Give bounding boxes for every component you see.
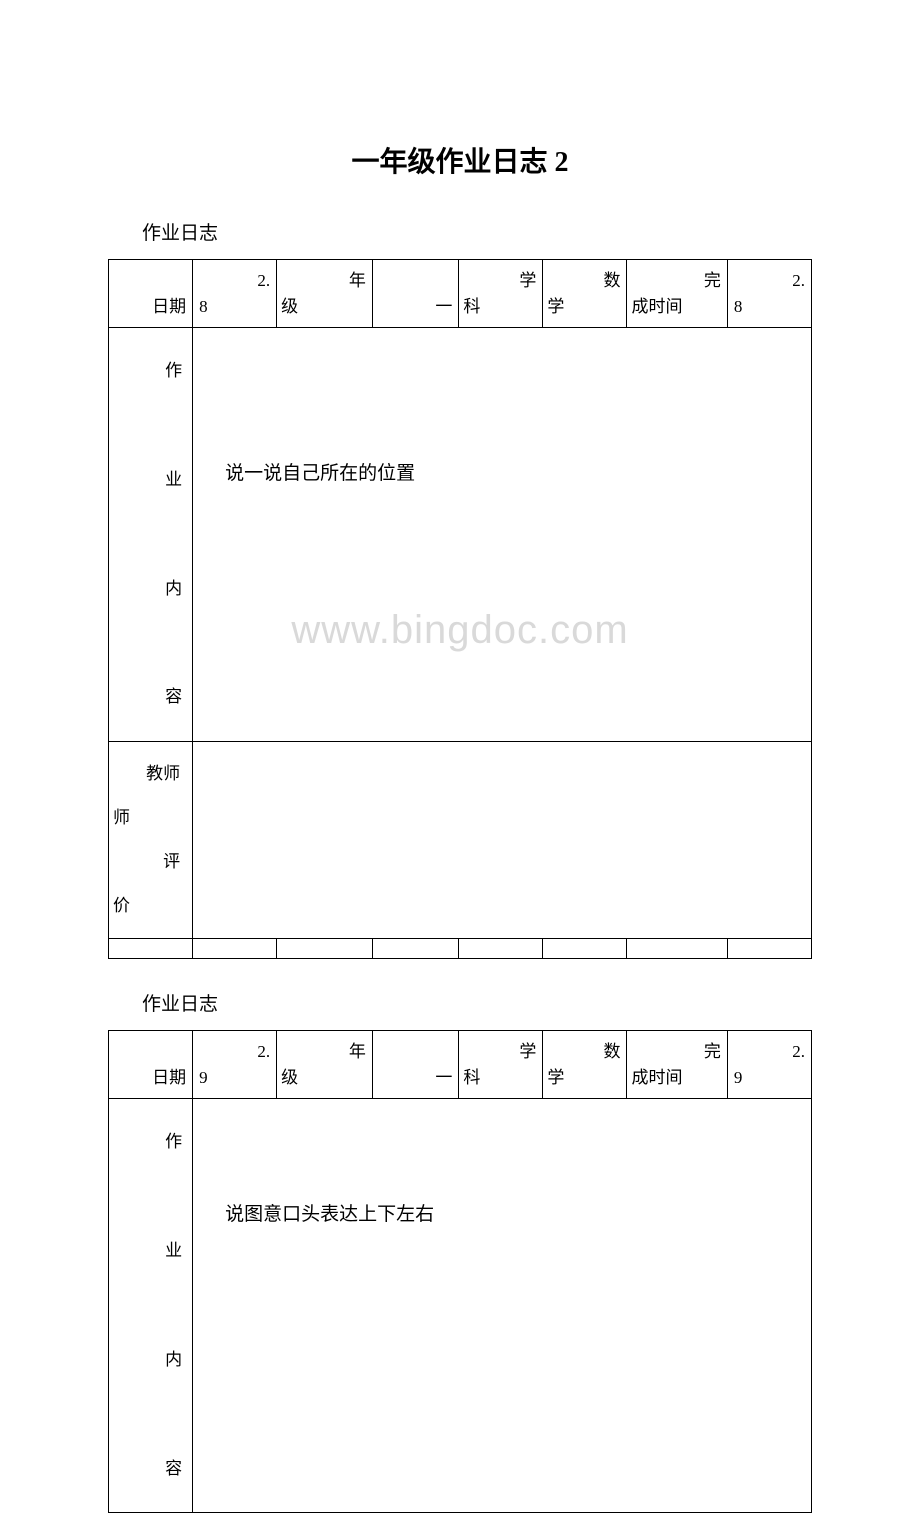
log1-grade-value: 一 xyxy=(372,260,458,328)
log2-date-label: 日期 xyxy=(109,1031,193,1099)
log1-subject-value: 数学 xyxy=(543,260,627,328)
log1-teacher-label: 教师 师 评 价 xyxy=(109,741,193,939)
log2-subject-label: 学科 xyxy=(459,1031,543,1099)
page-title: 一年级作业日志 2 xyxy=(108,140,812,180)
log2-content-label: 作 业 内 容 xyxy=(109,1099,193,1513)
log1-content-label: 作 业 内 容 xyxy=(109,328,193,742)
log1-date-label: 日期 xyxy=(109,260,193,328)
log1-subtitle: 作业日志 xyxy=(142,218,812,245)
log1-content-cell: 说一说自己所在的位置 xyxy=(193,328,812,742)
log1-table: 日期 2.8 年级 一 学科 数学 完成时间 2.8 作 业 内 容 说一说自 xyxy=(108,259,812,959)
log1-grade-label: 年级 xyxy=(277,260,373,328)
log2-date-value: 2.9 xyxy=(193,1031,277,1099)
log2-grade-label: 年级 xyxy=(277,1031,373,1099)
log2-subject-value: 数学 xyxy=(543,1031,627,1099)
log2-content-cell: 说图意口头表达上下左右 xyxy=(193,1099,812,1513)
log2-subtitle: 作业日志 xyxy=(142,989,812,1016)
log1-time-value: 2.8 xyxy=(727,260,811,328)
log2-table: 日期 2.9 年级 一 学科 数学 完成时间 2.9 作 业 内 容 说图意口 xyxy=(108,1030,812,1513)
log2-header-row: 日期 2.9 年级 一 学科 数学 完成时间 2.9 xyxy=(109,1031,812,1099)
log2-time-label: 完成时间 xyxy=(627,1031,727,1099)
log1-header-row: 日期 2.8 年级 一 学科 数学 完成时间 2.8 xyxy=(109,260,812,328)
log1-empty-row xyxy=(109,939,812,959)
log2-time-value: 2.9 xyxy=(727,1031,811,1099)
log1-subject-label: 学科 xyxy=(459,260,543,328)
log1-content-row: 作 业 内 容 说一说自己所在的位置 xyxy=(109,328,812,742)
log2-content-row: 作 业 内 容 说图意口头表达上下左右 xyxy=(109,1099,812,1513)
log1-teacher-cell xyxy=(193,741,812,939)
log1-date-value: 2.8 xyxy=(193,260,277,328)
log1-time-label: 完成时间 xyxy=(627,260,727,328)
log1-teacher-row: 教师 师 评 价 xyxy=(109,741,812,939)
log2-grade-value: 一 xyxy=(372,1031,458,1099)
